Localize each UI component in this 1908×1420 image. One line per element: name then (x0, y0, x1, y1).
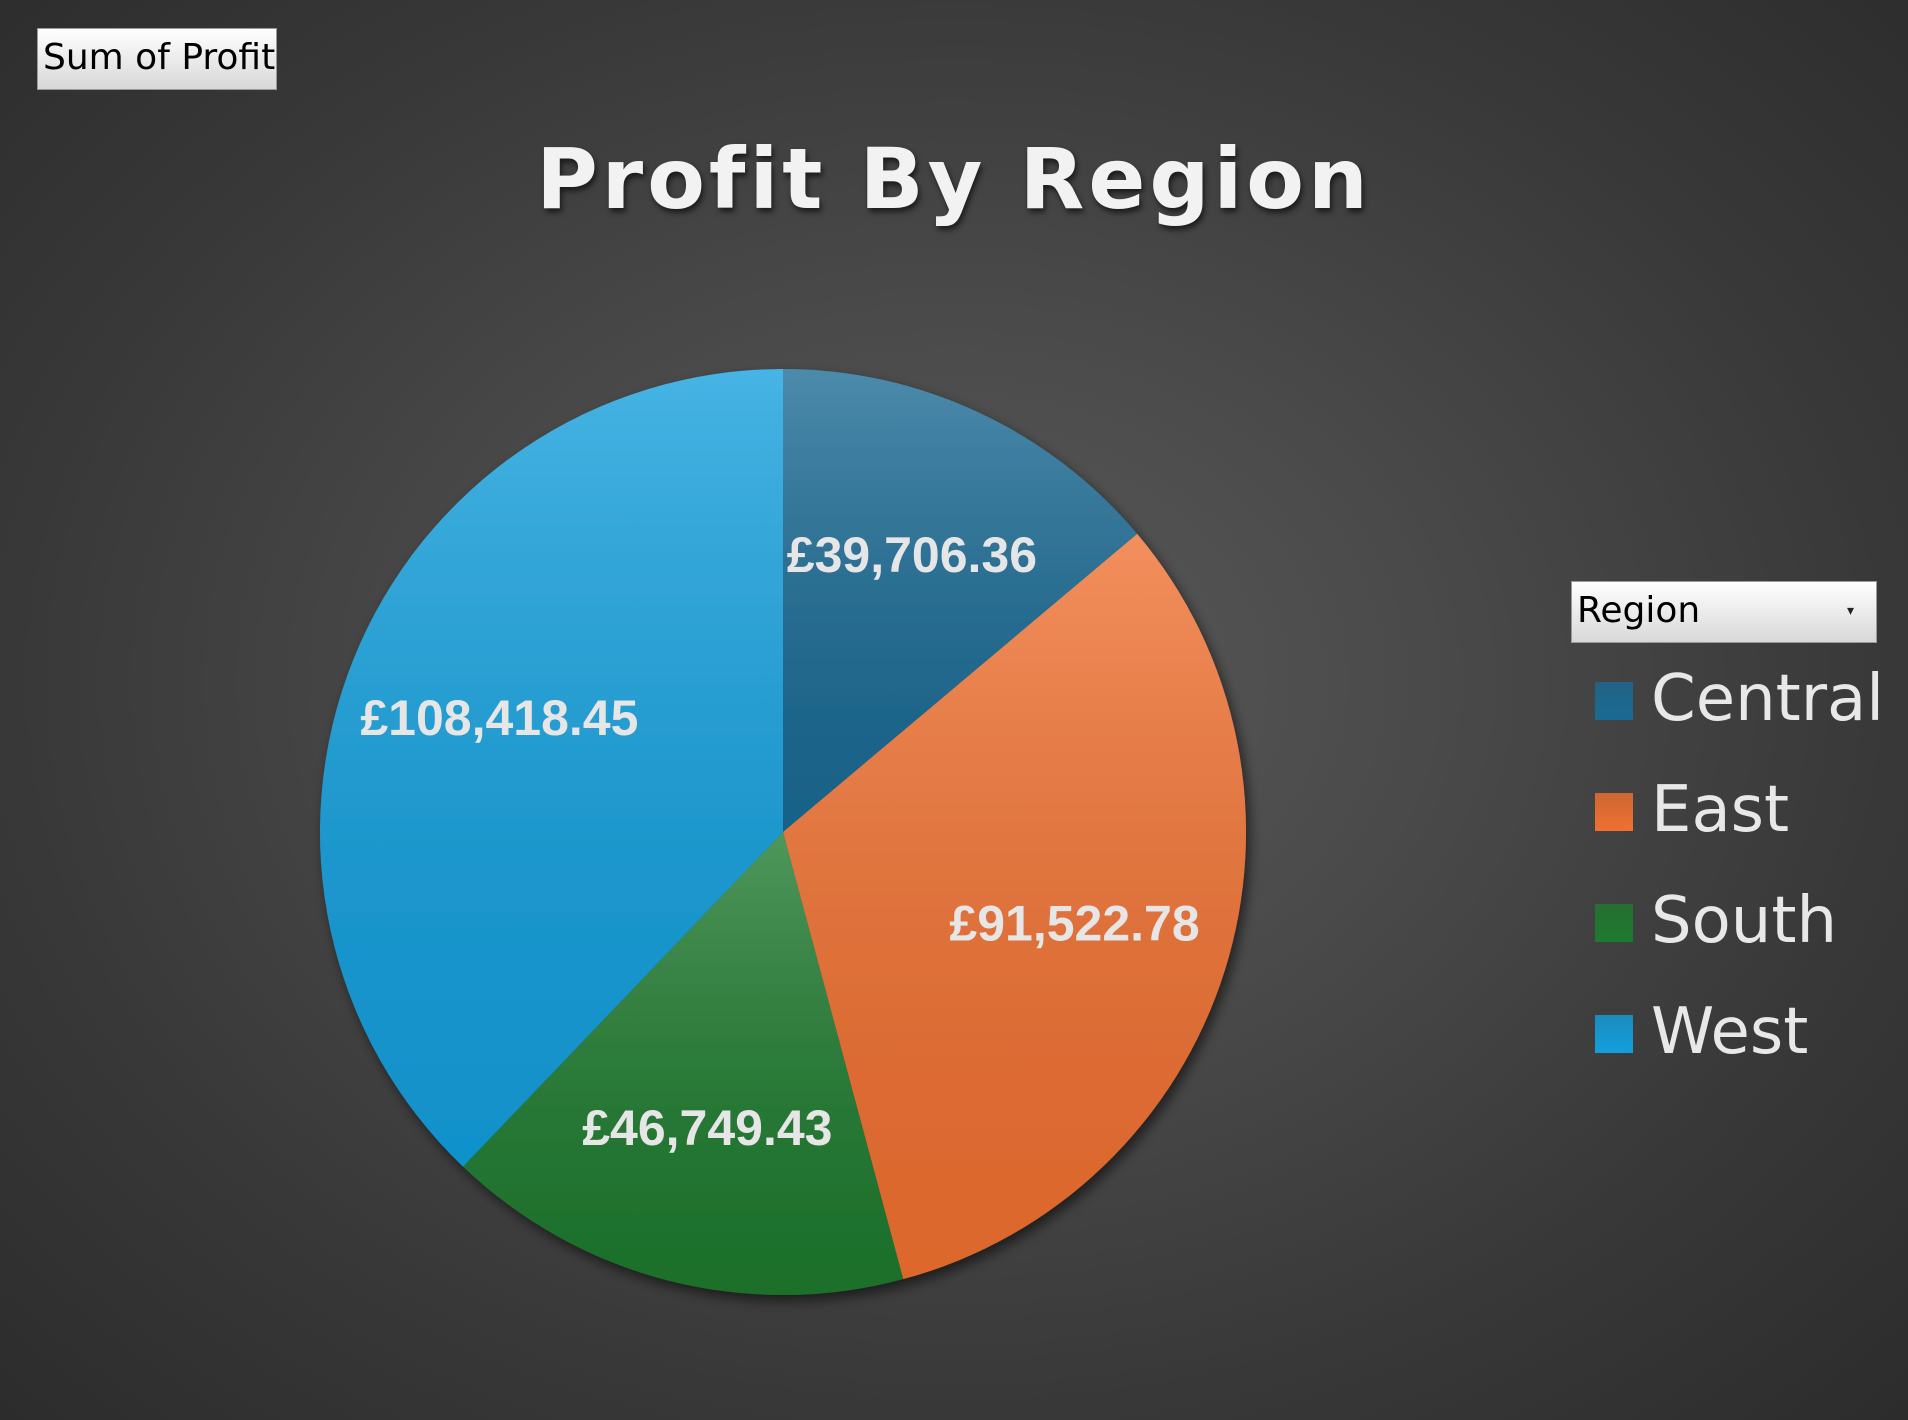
pie-slice-west-shading (320, 369, 783, 1167)
dropdown-arrow-icon[interactable]: ▾ (1846, 603, 1854, 619)
legend-swatch-west (1595, 1015, 1633, 1053)
pie-slice-south[interactable] (463, 832, 904, 1295)
pie-data-labels: £39,706.36 £91,522.78 £46,749.43 £108,418.4… (360, 527, 1199, 1156)
data-label-east: £91,522.78 (949, 896, 1199, 952)
pie-slice-west[interactable] (320, 369, 783, 1167)
pie-slice-east[interactable] (783, 533, 1246, 1280)
region-field-label: Region (1577, 590, 1701, 631)
data-label-central: £39,706.36 (787, 527, 1037, 583)
legend-label-south: South (1651, 884, 1837, 958)
chart-title: Profit By Region (536, 130, 1372, 228)
legend-label-central: Central (1651, 662, 1885, 736)
legend-label-east: East (1651, 773, 1790, 847)
legend-swatch-south (1595, 904, 1633, 942)
pie-slice-central[interactable] (783, 369, 1138, 832)
legend-swatch-east (1595, 793, 1633, 831)
sum-of-profit-field-button[interactable]: Sum of Profit (37, 28, 277, 90)
data-label-west: £108,418.45 (360, 690, 638, 746)
pie-slice-central-shading (783, 369, 1138, 832)
pie-slice-south-shading (463, 832, 904, 1295)
pie-slices (320, 369, 1246, 1295)
legend-label-west: West (1651, 995, 1809, 1069)
pie-slice-east-shading (783, 533, 1246, 1280)
legend-swatch-central (1595, 682, 1633, 720)
region-field-button[interactable]: Region ▾ (1571, 581, 1877, 643)
data-label-south: £46,749.43 (582, 1100, 832, 1156)
